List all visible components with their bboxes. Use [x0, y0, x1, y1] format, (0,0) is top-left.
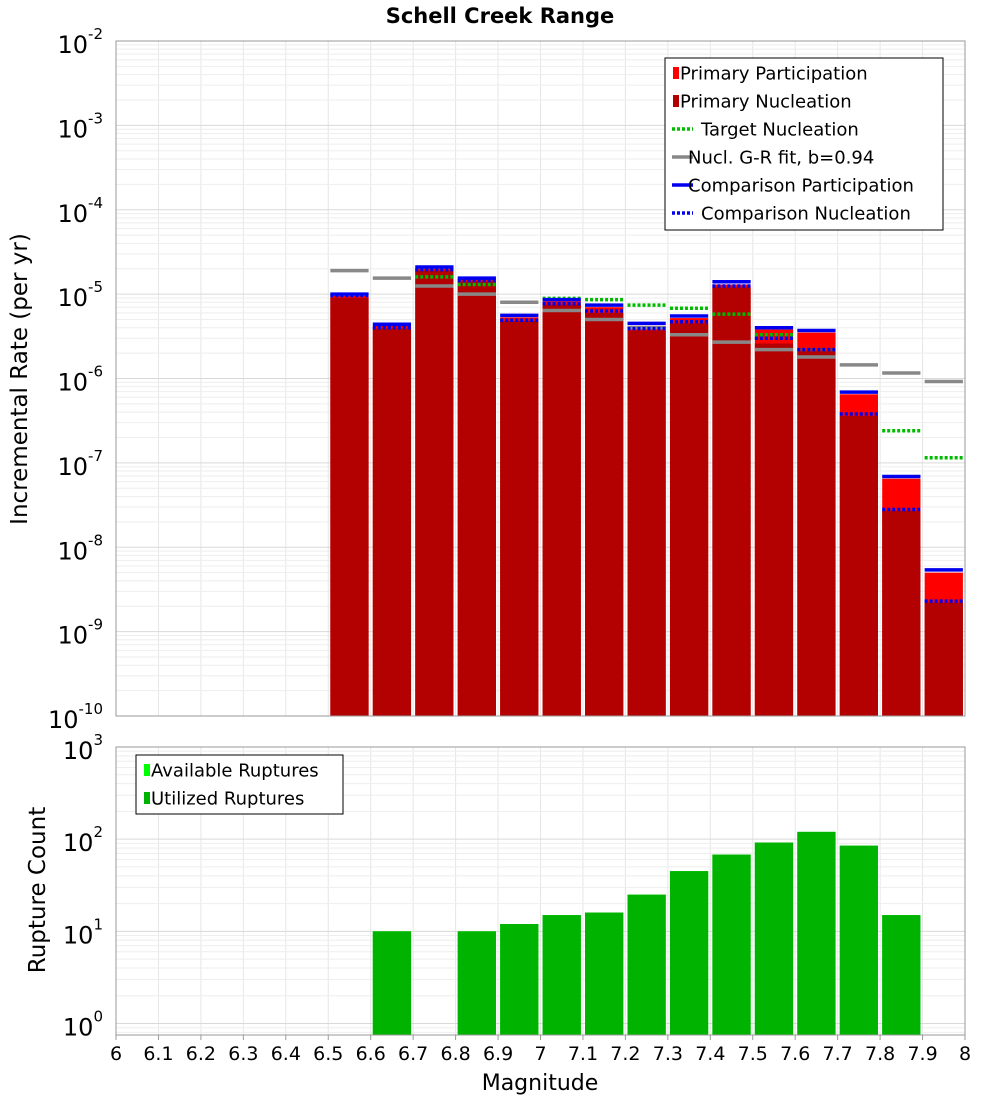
- bar-primary-nucleation: [500, 321, 539, 716]
- bar-utilized-ruptures: [372, 931, 412, 1035]
- x-tick-label: 6.1: [143, 1043, 173, 1065]
- bar-utilized-ruptures: [669, 871, 709, 1035]
- x-tick-label: 7.5: [738, 1043, 768, 1065]
- x-tick-label: 6.2: [186, 1043, 216, 1065]
- legend-box: [664, 57, 944, 231]
- legend-swatch: [144, 764, 150, 776]
- bar-utilized-ruptures: [754, 842, 794, 1035]
- x-tick-label: 7.9: [907, 1043, 937, 1065]
- bar-primary-nucleation: [330, 297, 369, 716]
- legend-label: Target Nucleation: [700, 120, 859, 141]
- y-tick-label: 103: [63, 731, 103, 765]
- bar-primary-nucleation: [669, 323, 709, 716]
- legend-label: Nucl. G-R fit, b=0.94: [688, 148, 874, 169]
- legend-swatch: [673, 67, 679, 79]
- bar-primary-nucleation: [372, 328, 412, 716]
- top-y-axis-label: Incremental Rate (per yr): [7, 233, 33, 525]
- legend-label: Available Ruptures: [151, 761, 319, 782]
- x-tick-label: 6.6: [356, 1043, 386, 1065]
- bar-utilized-ruptures: [457, 931, 496, 1035]
- x-tick-label: 7.8: [865, 1043, 895, 1065]
- legend-label: Primary Nucleation: [680, 92, 852, 113]
- x-tick-label: 7.1: [568, 1043, 598, 1065]
- bar-utilized-ruptures: [712, 854, 751, 1035]
- bar-utilized-ruptures: [585, 912, 624, 1035]
- bar-primary-nucleation: [839, 415, 878, 716]
- legend-label: Comparison Nucleation: [701, 204, 911, 225]
- bar-primary-nucleation: [882, 510, 921, 716]
- x-tick-label: 6.9: [483, 1043, 513, 1065]
- y-tick-label: 10-5: [57, 278, 103, 312]
- x-tick-label: 7.7: [823, 1043, 853, 1065]
- x-tick-label: 6: [110, 1043, 122, 1065]
- x-tick-label: 8: [959, 1043, 971, 1065]
- bar-primary-nucleation: [712, 287, 751, 716]
- y-tick-label: 10-3: [57, 109, 103, 143]
- bottom-y-axis-label: Rupture Count: [25, 807, 51, 973]
- x-tick-label: 6.8: [440, 1043, 470, 1065]
- bar-utilized-ruptures: [500, 924, 539, 1035]
- x-axis-label: Magnitude: [482, 1071, 599, 1096]
- legend-swatch: [673, 95, 679, 107]
- chart-title: Schell Creek Range: [386, 4, 615, 28]
- bar-utilized-ruptures: [882, 915, 921, 1035]
- bar-primary-nucleation: [585, 312, 624, 716]
- y-tick-label: 102: [63, 823, 103, 857]
- x-tick-label: 7.4: [695, 1043, 725, 1065]
- y-tick-label: 10-2: [57, 25, 103, 59]
- y-tick-label: 10-6: [57, 363, 103, 397]
- bar-primary-nucleation: [754, 343, 794, 716]
- y-tick-label: 10-8: [57, 531, 103, 565]
- bar-primary-nucleation: [797, 351, 836, 716]
- legend-label: Primary Participation: [680, 64, 868, 85]
- bar-primary-nucleation: [924, 602, 963, 716]
- legend-box: [135, 754, 344, 815]
- bar-primary-nucleation: [457, 281, 496, 716]
- bar-utilized-ruptures: [542, 915, 581, 1035]
- y-tick-label: 10-7: [57, 447, 103, 481]
- x-tick-label: 7.3: [653, 1043, 683, 1065]
- y-tick-label: 10-4: [57, 194, 103, 228]
- plot-frame: [115, 40, 966, 717]
- x-tick-label: 7: [534, 1043, 546, 1065]
- legend-swatch: [144, 792, 150, 804]
- legend-label: Utilized Ruptures: [151, 789, 304, 810]
- bar-utilized-ruptures: [627, 894, 666, 1035]
- legend-label: Comparison Participation: [688, 176, 914, 197]
- bar-primary-nucleation: [542, 304, 581, 716]
- y-tick-label: 10-10: [48, 700, 103, 734]
- axes: 10-2 10-3 10-4 10-5 10-6 10-7 10-8 10-9 10-10103…: [48, 25, 971, 1065]
- top-legend: Primary Participation Primary Nucleation T…: [664, 57, 944, 231]
- x-tick-label: 6.7: [398, 1043, 428, 1065]
- y-tick-label: 10-9: [57, 616, 103, 650]
- bar-utilized-ruptures: [797, 831, 836, 1035]
- y-tick-label: 101: [63, 915, 103, 949]
- bar-primary-nucleation: [415, 270, 454, 716]
- bottom-chart-marks: [372, 831, 921, 1035]
- x-tick-label: 7.6: [780, 1043, 810, 1065]
- y-tick-label: 100: [63, 1007, 103, 1041]
- x-tick-label: 6.5: [313, 1043, 343, 1065]
- bar-utilized-ruptures: [839, 845, 878, 1035]
- x-tick-label: 7.2: [610, 1043, 640, 1065]
- x-tick-label: 6.4: [271, 1043, 301, 1065]
- bottom-legend: Available Ruptures Utilized Ruptures: [135, 754, 344, 815]
- x-tick-label: 6.3: [228, 1043, 258, 1065]
- top-chart-marks: [330, 265, 963, 716]
- bar-primary-nucleation: [627, 330, 666, 716]
